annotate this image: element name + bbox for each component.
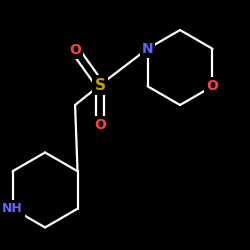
Text: N: N (142, 42, 154, 56)
Text: NH: NH (2, 202, 23, 215)
Text: O: O (206, 79, 218, 93)
Text: O: O (69, 43, 81, 57)
Text: O: O (94, 118, 106, 132)
Text: S: S (94, 78, 106, 92)
